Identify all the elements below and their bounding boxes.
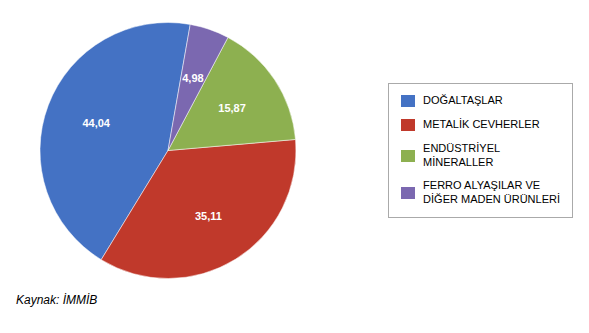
svg-text:35,11: 35,11 bbox=[195, 210, 222, 222]
html-text:FERRO ALYAŞILAR VE DİĞER MADEN: FERRO ALYAŞILAR VE DİĞER MADEN ÜRÜNLERİ bbox=[423, 179, 560, 205]
html-text:METALİK CEVHERLER: METALİK CEVHERLER bbox=[423, 118, 540, 130]
html-text:Kaynak: İMMİB: Kaynak: İMMİB bbox=[16, 293, 98, 307]
html-text:ENDÜSTRİYEL MİNERALLER: ENDÜSTRİYEL MİNERALLER bbox=[423, 141, 501, 168]
html-text:DOĞALTAŞLAR: DOĞALTAŞLAR bbox=[423, 94, 503, 107]
svg-text:44,04: 44,04 bbox=[82, 117, 110, 129]
svg-text:4,98: 4,98 bbox=[182, 72, 203, 84]
svg-text:15,87: 15,87 bbox=[218, 102, 246, 114]
